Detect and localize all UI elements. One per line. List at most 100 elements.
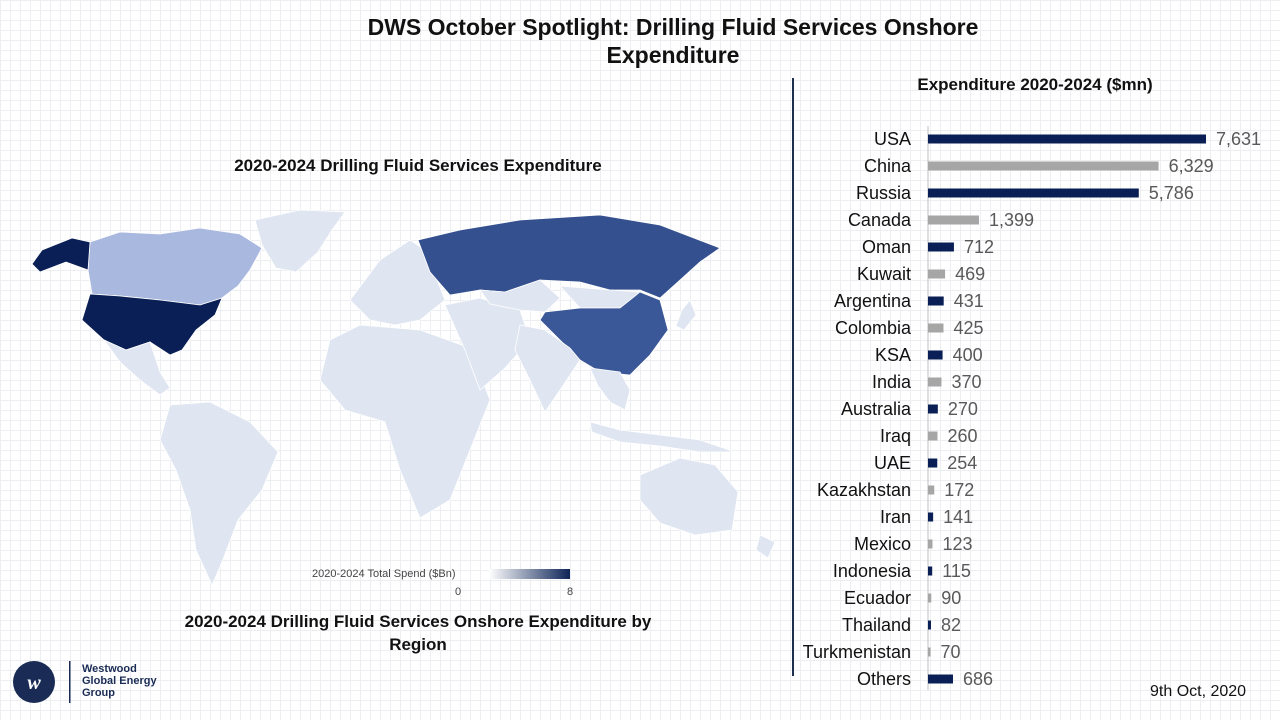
bar bbox=[928, 404, 938, 414]
bar-value-label: 425 bbox=[953, 318, 983, 338]
bar bbox=[928, 377, 942, 387]
bar-category-label: Canada bbox=[848, 210, 912, 230]
bar-value-label: 5,786 bbox=[1149, 183, 1194, 203]
bar-category-label: USA bbox=[874, 129, 911, 149]
bar-value-label: 270 bbox=[948, 399, 978, 419]
bar bbox=[928, 593, 932, 603]
bar-category-label: Indonesia bbox=[833, 561, 912, 581]
bar bbox=[928, 215, 979, 225]
bar-category-label: China bbox=[864, 156, 912, 176]
bar-category-label: Oman bbox=[862, 237, 911, 257]
bar bbox=[928, 431, 938, 441]
bar-category-label: Kuwait bbox=[857, 264, 911, 284]
map-china bbox=[539, 291, 669, 376]
bar bbox=[928, 512, 934, 522]
bar-category-label: Kazakhstan bbox=[817, 480, 911, 500]
bar bbox=[928, 242, 954, 252]
bar-value-label: 6,329 bbox=[1169, 156, 1214, 176]
bar-category-label: KSA bbox=[875, 345, 911, 365]
date-label: 9th Oct, 2020 bbox=[1150, 683, 1247, 700]
bar-category-label: Mexico bbox=[854, 534, 911, 554]
bar bbox=[928, 674, 953, 684]
legend-max: 8 bbox=[567, 586, 574, 598]
bar bbox=[928, 296, 944, 306]
map-alaska bbox=[31, 237, 91, 273]
bar-value-label: 82 bbox=[941, 615, 961, 635]
bar bbox=[928, 188, 1139, 198]
bar bbox=[928, 620, 931, 630]
region-title-line1: 2020-2024 Drilling Fluid Services Onshor… bbox=[184, 612, 652, 631]
bar-chart-title: Expenditure 2020-2024 ($mn) bbox=[917, 75, 1153, 94]
bar bbox=[928, 647, 931, 657]
page-title-line2: Expenditure bbox=[606, 42, 740, 68]
page-title-line1: DWS October Spotlight: Drilling Fluid Se… bbox=[367, 14, 979, 40]
bar-value-label: 141 bbox=[943, 507, 973, 527]
bar-category-label: Iraq bbox=[880, 426, 911, 446]
map-indonesia bbox=[589, 421, 736, 453]
company-line1: Westwood bbox=[82, 663, 137, 675]
map-india bbox=[514, 324, 581, 413]
bar-value-label: 115 bbox=[942, 561, 971, 581]
bar-value-label: 7,631 bbox=[1216, 129, 1261, 149]
world-map bbox=[31, 209, 776, 586]
bar bbox=[928, 566, 933, 576]
map-europe bbox=[349, 239, 446, 326]
map-southeast-asia bbox=[589, 367, 631, 411]
bar-category-label: Russia bbox=[856, 183, 912, 203]
company-line3: Group bbox=[82, 687, 115, 699]
legend-min: 0 bbox=[455, 586, 462, 598]
map-central-asia bbox=[479, 279, 561, 313]
map-africa bbox=[319, 324, 491, 519]
bar-value-label: 686 bbox=[963, 669, 993, 689]
map-south-america bbox=[159, 401, 279, 586]
map-new-zealand bbox=[755, 534, 776, 559]
bar-category-label: India bbox=[872, 372, 912, 392]
bar-chart: USA 7,631 China 6,329 Russia 5,786 Canada 1,399… bbox=[803, 126, 1261, 690]
bar bbox=[928, 485, 935, 495]
bar-value-label: 370 bbox=[951, 372, 981, 392]
bar-value-label: 1,399 bbox=[989, 210, 1034, 230]
bar bbox=[928, 458, 938, 468]
bar-value-label: 260 bbox=[947, 426, 977, 446]
bar-category-label: Turkmenistan bbox=[803, 642, 911, 662]
bar-value-label: 70 bbox=[941, 642, 961, 662]
bar-value-label: 400 bbox=[953, 345, 983, 365]
map-title: 2020-2024 Drilling Fluid Services Expend… bbox=[234, 156, 602, 175]
company-name: Westwood Global Energy Group bbox=[82, 663, 157, 699]
bar-category-label: Iran bbox=[880, 507, 911, 527]
bar bbox=[928, 269, 946, 279]
bar bbox=[928, 350, 943, 360]
map-australia bbox=[639, 457, 739, 536]
bar-value-label: 123 bbox=[942, 534, 972, 554]
bar-category-label: UAE bbox=[874, 453, 911, 473]
page-title: DWS October Spotlight: Drilling Fluid Se… bbox=[300, 13, 1046, 69]
bar-value-label: 712 bbox=[964, 237, 994, 257]
bar-value-label: 90 bbox=[941, 588, 961, 608]
map-mexico bbox=[102, 339, 171, 396]
bar-category-label: Thailand bbox=[842, 615, 911, 635]
westwood-logo: w bbox=[13, 661, 71, 703]
svg-text:w: w bbox=[27, 672, 41, 694]
bar-value-label: 254 bbox=[947, 453, 977, 473]
map-russia bbox=[417, 214, 721, 299]
region-chart-title: 2020-2024 Drilling Fluid Services Onshor… bbox=[150, 610, 686, 656]
region-title-line2: Region bbox=[389, 635, 447, 654]
divider bbox=[792, 78, 794, 676]
map-canada bbox=[87, 227, 263, 306]
company-line2: Global Energy bbox=[82, 675, 157, 687]
bar-category-label: Colombia bbox=[835, 318, 912, 338]
legend-gradient bbox=[489, 569, 570, 579]
legend-label: 2020-2024 Total Spend ($Bn) bbox=[312, 568, 456, 580]
bar-category-label: Others bbox=[857, 669, 911, 689]
bar bbox=[928, 134, 1206, 144]
bar-value-label: 172 bbox=[944, 480, 974, 500]
bar-value-label: 431 bbox=[954, 291, 984, 311]
bar-category-label: Australia bbox=[841, 399, 912, 419]
map-greenland bbox=[254, 209, 346, 273]
map-japan bbox=[675, 299, 697, 331]
bar bbox=[928, 323, 944, 333]
bar bbox=[928, 161, 1159, 171]
bar bbox=[928, 539, 933, 549]
bar-value-label: 469 bbox=[955, 264, 985, 284]
bar-category-label: Ecuador bbox=[844, 588, 911, 608]
